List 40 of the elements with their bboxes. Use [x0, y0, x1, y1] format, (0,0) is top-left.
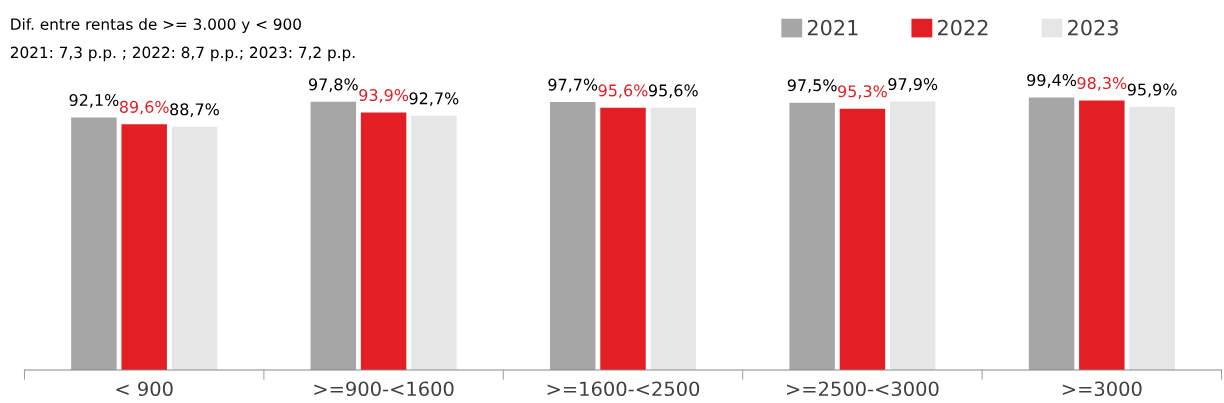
- x-tick-label: >=2500-<3000: [787, 381, 939, 397]
- x-tick-label: < 900: [116, 381, 173, 397]
- text: Dif. entre rentas de >= 3.000 y < 900: [11, 18, 301, 33]
- legend-label: 2022: [937, 19, 988, 36]
- text: 2021: 7,3 p.p. ; 2022: 8,7 p.p.; 2023: 7,2 p.p.: [10, 46, 355, 62]
- bar: [1079, 100, 1125, 370]
- bar: [310, 101, 357, 370]
- data-label: 97,7%: [548, 78, 598, 93]
- bar: [549, 102, 596, 370]
- bar: [360, 112, 407, 370]
- bar: [650, 107, 697, 370]
- bar: [1129, 107, 1175, 370]
- data-label: 99,4%: [1027, 73, 1077, 88]
- bar: [789, 102, 835, 370]
- legend-label: 2021: [807, 19, 858, 36]
- bar: [1028, 97, 1075, 370]
- data-label: 95,3%: [838, 85, 887, 99]
- bar: [889, 101, 936, 370]
- x-tick-label: >=3000: [1062, 381, 1142, 397]
- bar: [121, 124, 167, 370]
- data-label: 97,8%: [308, 78, 358, 93]
- bar: [839, 108, 886, 370]
- data-label: 88,7%: [170, 103, 219, 117]
- data-label: 89,6%: [119, 100, 169, 115]
- data-label: 98,3%: [1077, 76, 1127, 91]
- data-label: 95,6%: [648, 84, 698, 99]
- data-label: 92,7%: [409, 92, 459, 107]
- x-tick-label: >=1600-<2500: [547, 381, 700, 397]
- data-label: 93,9%: [359, 89, 409, 103]
- bar: [71, 117, 117, 370]
- data-label: 97,5%: [787, 79, 837, 93]
- bar: [411, 115, 457, 370]
- data-label: 95,6%: [598, 84, 648, 99]
- data-label: 95,9%: [1127, 83, 1177, 98]
- x-tick-label: >=900-<1600: [314, 381, 454, 397]
- bar: [171, 126, 218, 370]
- data-label: 97,9%: [888, 78, 938, 92]
- bar: [600, 107, 646, 370]
- legend-label: 2023: [1068, 19, 1118, 36]
- data-label: 92,1%: [69, 93, 119, 108]
